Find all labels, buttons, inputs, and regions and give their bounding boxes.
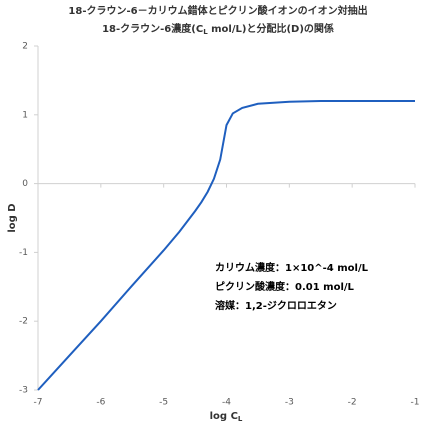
y-tick-label: 0 — [22, 179, 28, 189]
x-tick-label: -4 — [222, 398, 231, 408]
y-tick-label: -1 — [19, 248, 28, 258]
annotation: カリウム濃度：1×10^-4 mol/L — [215, 261, 369, 274]
y-axis-label: log D — [7, 203, 18, 232]
data-line — [37, 100, 415, 391]
y-tick-label: -2 — [19, 317, 28, 327]
subtitle-sub: L — [203, 28, 208, 36]
x-tick-label: -3 — [285, 398, 294, 408]
x-tick-label: -7 — [34, 398, 43, 408]
x-tick-label: -5 — [159, 398, 168, 408]
x-tick-label: -1 — [411, 398, 420, 408]
x-axis-label: log CL — [210, 411, 243, 423]
chart-title: 18-クラウン-6－カリウム錯体とピクリン酸イオンのイオン対抽出 — [68, 4, 367, 17]
y-tick-label: 2 — [22, 42, 28, 52]
subtitle-part: 18-クラウン-6濃度(C — [102, 22, 203, 35]
annotation: ピクリン酸濃度：0.01 mol/L — [215, 280, 355, 293]
x-tick-label: -2 — [348, 398, 357, 408]
annotation: 溶媒：1,2-ジクロロエタン — [215, 299, 337, 312]
annotation-box — [205, 255, 377, 323]
y-tick-label: -3 — [19, 386, 28, 396]
x-tick-label: -6 — [96, 398, 105, 408]
y-tick-label: 1 — [22, 110, 28, 120]
x-label-part: log C — [210, 411, 238, 422]
x-label-sub: L — [238, 415, 243, 423]
chart-subtitle: 18-クラウン-6濃度(CL mol/L)と分配比(D)の関係 — [102, 22, 334, 36]
subtitle-part: mol/L)と分配比(D)の関係 — [208, 22, 334, 35]
